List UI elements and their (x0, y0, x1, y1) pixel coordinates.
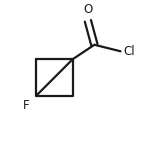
Text: F: F (22, 99, 29, 112)
Text: O: O (83, 3, 93, 16)
Text: Cl: Cl (123, 45, 135, 58)
